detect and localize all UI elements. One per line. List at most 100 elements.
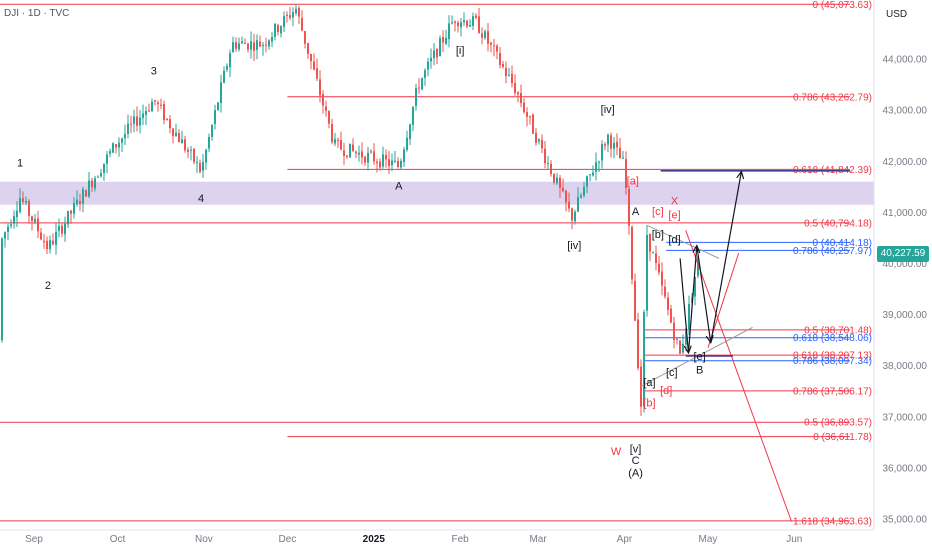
candle-body [511, 73, 513, 84]
candle-body [643, 312, 645, 407]
candle-body [211, 125, 213, 137]
candle-body [676, 338, 678, 340]
candle-body [556, 177, 558, 184]
candle-body [133, 116, 135, 124]
candle-body [370, 151, 372, 153]
candle-body [256, 40, 258, 50]
y-tick-label: 42,000.00 [883, 157, 928, 168]
candle-body [208, 137, 210, 149]
wave-label: [a] [627, 175, 639, 187]
price-level-label: 0.786 (43,262.79) [793, 92, 872, 103]
price-level-label: 0.786 (37,506.17) [793, 386, 872, 397]
candle-body [196, 162, 198, 164]
candle-body [664, 286, 666, 297]
candle-body [139, 117, 141, 126]
candle-body [262, 44, 264, 47]
candle-body [415, 87, 417, 106]
candle-body [52, 240, 54, 245]
currency-label[interactable]: USD [886, 9, 908, 20]
candle-body [493, 45, 495, 47]
candle-body [106, 154, 108, 164]
candle-body [496, 45, 498, 52]
candle-body [283, 16, 285, 27]
price-level-label: 1.618 (34,963.63) [793, 516, 872, 527]
candle-body [235, 42, 237, 49]
candle-body [610, 135, 612, 149]
candle-body [325, 106, 327, 111]
symbol-label: DJI · 1D · TVC [4, 8, 70, 19]
candle-body [214, 110, 216, 125]
candle-body [628, 188, 630, 226]
trend-line [685, 230, 792, 522]
candle-body [142, 113, 144, 118]
candle-body [4, 232, 6, 239]
candle-body [61, 225, 63, 234]
y-tick-label: 38,000.00 [883, 361, 928, 372]
wave-label: [i] [456, 45, 465, 57]
candle-body [172, 128, 174, 136]
candle-body [88, 180, 90, 197]
candle-body [43, 240, 45, 243]
candle-body [607, 134, 609, 145]
price-level-label: 0 (36,611.78) [813, 432, 872, 443]
candle-body [298, 7, 300, 17]
wave-label: A [395, 180, 403, 192]
candle-body [22, 198, 24, 202]
price-level-label: 0.618 (38,548.06) [793, 333, 872, 344]
candle-body [103, 163, 105, 174]
candle-body [499, 53, 501, 66]
candle-body [625, 159, 627, 189]
candle-body [448, 23, 450, 40]
candle-body [238, 43, 240, 50]
wave-label: [d] [668, 234, 680, 246]
candle-body [229, 53, 231, 68]
candle-body [109, 151, 111, 154]
candle-body [424, 70, 426, 78]
candle-body [7, 226, 9, 232]
candle-body [505, 68, 507, 76]
y-tick-label: 44,000.00 [883, 55, 928, 66]
candle-body [100, 172, 102, 177]
candle-body [145, 111, 147, 115]
candle-body [595, 162, 597, 172]
candle-body [247, 43, 249, 50]
trend-line [646, 224, 720, 259]
wave-label: B [696, 364, 703, 376]
candle-body [433, 50, 435, 59]
candle-body [160, 104, 162, 106]
candle-body [379, 161, 381, 168]
wave-label: X [671, 196, 679, 208]
candle-body [565, 190, 567, 203]
candle-body [91, 180, 93, 188]
candle-body [13, 216, 15, 224]
wave-label: [iv] [567, 240, 581, 252]
candle-body [391, 160, 393, 166]
candle-body [679, 340, 681, 354]
candle-body [655, 253, 657, 264]
candle-body [559, 177, 561, 188]
candle-body [346, 155, 348, 157]
candle-body [469, 25, 471, 27]
candle-body [355, 151, 357, 154]
x-tick-label: May [699, 534, 718, 545]
price-level-label: 0.5 (40,794.18) [804, 218, 872, 229]
wave-label: [e] [668, 210, 680, 222]
wave-label: [b] [652, 229, 664, 241]
candle-body [553, 173, 555, 183]
candle-body [244, 43, 246, 45]
wave-label: [d] [660, 385, 672, 397]
candle-body [232, 42, 234, 53]
wave-label: [c] [666, 367, 678, 379]
candle-body [316, 68, 318, 79]
candle-body [304, 30, 306, 44]
y-tick-label: 40,000.00 [883, 259, 928, 270]
candle-body [118, 142, 120, 148]
candle-body [184, 139, 186, 151]
candle-body [583, 187, 585, 196]
candle-body [490, 42, 492, 45]
x-tick-label: Feb [451, 534, 469, 545]
candle-body [73, 202, 75, 214]
candle-body [289, 15, 291, 18]
candle-body [37, 218, 39, 232]
